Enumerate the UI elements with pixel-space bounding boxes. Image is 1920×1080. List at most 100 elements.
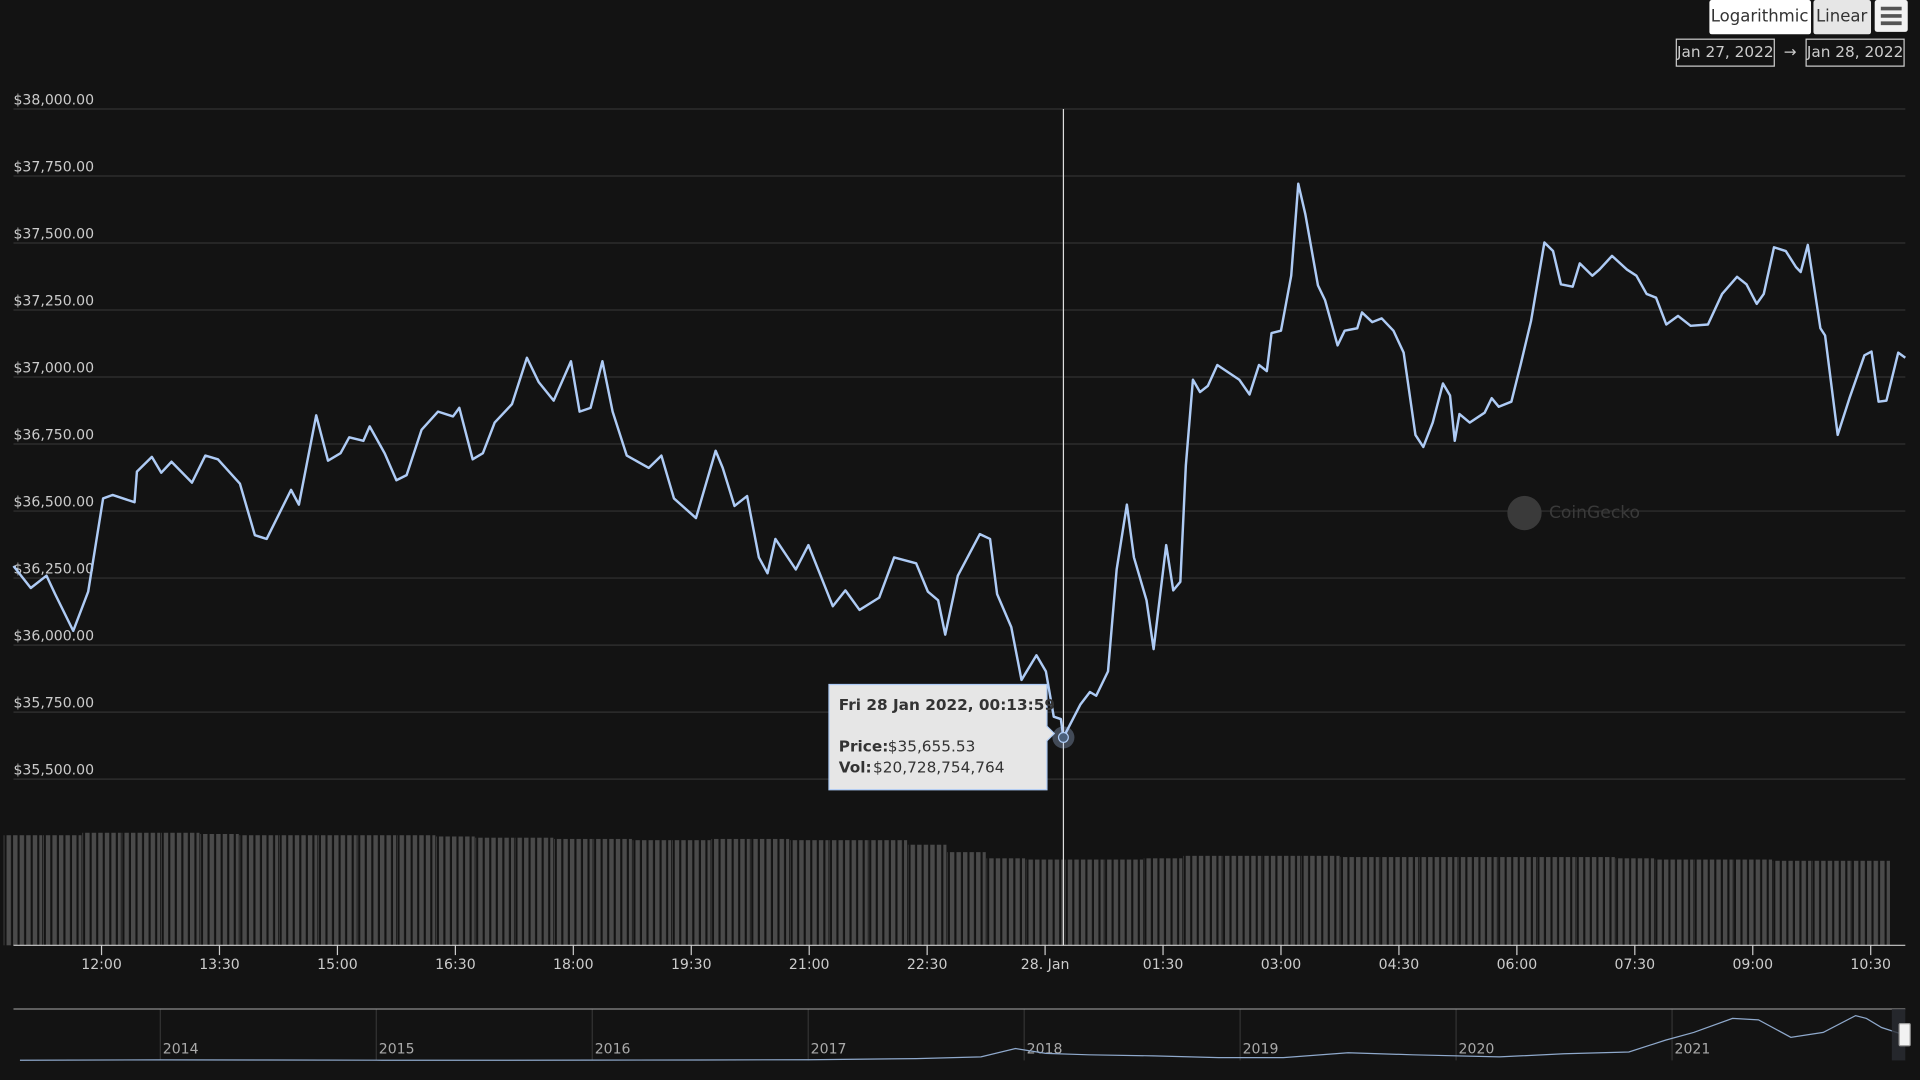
volume-bar <box>121 832 161 946</box>
volume-bar <box>1576 857 1615 946</box>
navigator-line <box>19 1014 1904 1061</box>
volume-bar <box>1065 859 1104 946</box>
volume-bar <box>829 840 868 946</box>
hover-point <box>1057 731 1069 743</box>
volume-bar <box>1183 855 1222 946</box>
logarithmic-label: Logarithmic <box>1711 7 1809 26</box>
x-tick-label: 06:00 <box>1497 957 1538 973</box>
navigator-tick-label: 2020 <box>1459 1041 1495 1057</box>
linear-button[interactable] <box>1813 0 1872 35</box>
volume-bar <box>1497 857 1537 946</box>
volume-bar <box>82 832 121 946</box>
date-to: Jan 28, 2022 <box>1806 43 1904 61</box>
volume-bar <box>514 837 554 946</box>
x-tick-label: 07:30 <box>1615 957 1656 973</box>
x-tick-label: 04:30 <box>1379 957 1420 973</box>
menu-icon <box>1880 6 1902 26</box>
x-tick-label: 18:00 <box>553 957 594 973</box>
volume-bar <box>1301 855 1340 946</box>
y-tick-label: $36,000.00 <box>13 629 94 645</box>
x-tick-label: 21:00 <box>789 957 830 973</box>
volume-bar <box>200 834 239 946</box>
volume-bar <box>1025 859 1065 946</box>
volume-bar <box>632 840 672 946</box>
tooltip-vol-label: Vol: <box>839 758 872 776</box>
logarithmic-button[interactable] <box>1709 0 1812 35</box>
volume-bar <box>593 838 632 946</box>
volume-bar <box>239 835 279 946</box>
volume-bar <box>1654 859 1694 946</box>
navigator-tick-label: 2018 <box>1027 1041 1063 1057</box>
volume-bar <box>907 844 947 946</box>
navigator-tick-label: 2014 <box>163 1041 199 1057</box>
x-tick-label: 01:30 <box>1143 957 1184 973</box>
x-tick-label: 28. Jan <box>1021 957 1070 973</box>
volume-bar <box>986 858 1026 946</box>
tooltip-vol: $20,728,754,764 <box>873 758 1004 776</box>
x-tick-label: 19:30 <box>671 957 712 973</box>
price-line <box>12 182 1907 739</box>
volume-bar <box>1458 857 1497 946</box>
volume-bar <box>1418 857 1458 946</box>
y-tick-label: $37,500.00 <box>13 226 94 242</box>
volume-bar <box>868 840 908 946</box>
volume-bar <box>1851 860 1890 946</box>
x-tick-label: 03:00 <box>1261 957 1302 973</box>
volume-bar <box>711 838 750 946</box>
volume-bar <box>750 838 790 946</box>
y-tick-label: $36,250.00 <box>13 561 94 577</box>
date-arrow: → <box>1784 43 1797 61</box>
x-tick-label: 13:30 <box>199 957 240 973</box>
y-tick-label: $36,500.00 <box>13 494 94 510</box>
navigator-tick-label: 2017 <box>811 1041 847 1057</box>
x-tick-label: 10:30 <box>1850 957 1891 973</box>
x-tick-label: 16:30 <box>435 957 476 973</box>
volume-bar <box>318 835 357 946</box>
volume-bar <box>3 835 43 946</box>
y-tick-label: $36,750.00 <box>13 427 94 443</box>
linear-label: Linear <box>1816 7 1868 26</box>
volume-bar <box>1340 857 1379 946</box>
date-from: Jan 27, 2022 <box>1676 43 1774 61</box>
y-tick-label: $35,500.00 <box>13 763 94 779</box>
volume-bar <box>1812 860 1851 946</box>
date-from-input[interactable] <box>1675 38 1775 67</box>
watermark: CoinGecko <box>1549 503 1640 523</box>
volume-bar <box>947 852 986 946</box>
y-tick-label: $35,750.00 <box>13 696 94 712</box>
navigator-tick-label: 2015 <box>379 1041 415 1057</box>
tooltip-title: Fri 28 Jan 2022, 00:13:59 <box>839 696 1055 714</box>
volume-bar <box>789 840 829 946</box>
date-to-input[interactable] <box>1805 38 1905 67</box>
navigator-tick-label: 2021 <box>1675 1041 1711 1057</box>
volume-bar <box>1379 857 1419 946</box>
y-tick-label: $37,000.00 <box>13 360 94 376</box>
volume-bar <box>396 835 436 946</box>
y-tick-label: $37,750.00 <box>13 159 94 175</box>
volume-bar <box>160 832 200 946</box>
y-tick-label: $37,250.00 <box>13 293 94 309</box>
volume-bar <box>1536 857 1576 946</box>
volume-bar <box>1104 859 1143 946</box>
x-tick-label: 22:30 <box>907 957 948 973</box>
volume-bar <box>1615 858 1655 946</box>
volume-bar <box>42 835 82 946</box>
tooltip-price-label: Price: <box>839 737 889 755</box>
navigator-handle[interactable] <box>1898 1023 1911 1047</box>
volume-bar <box>278 835 318 946</box>
volume-bar <box>554 838 593 946</box>
tooltip-box <box>828 683 1056 791</box>
volume-bar <box>1694 859 1733 946</box>
volume-bar <box>1222 855 1261 946</box>
plot-area: $35,500.00 $35,750.00 $36,000.00 $36,250.00… <box>3 92 1907 1061</box>
volume-bar <box>436 836 475 946</box>
navigator-tick-label: 2019 <box>1243 1041 1279 1057</box>
tooltip-price: $35,655.53 <box>888 737 976 755</box>
volume-bar <box>1261 855 1301 946</box>
volume-bar <box>1772 860 1812 946</box>
volume-bar <box>1143 858 1183 946</box>
y-tick-label: $38,000.00 <box>13 92 94 108</box>
x-tick-label: 12:00 <box>81 957 122 973</box>
